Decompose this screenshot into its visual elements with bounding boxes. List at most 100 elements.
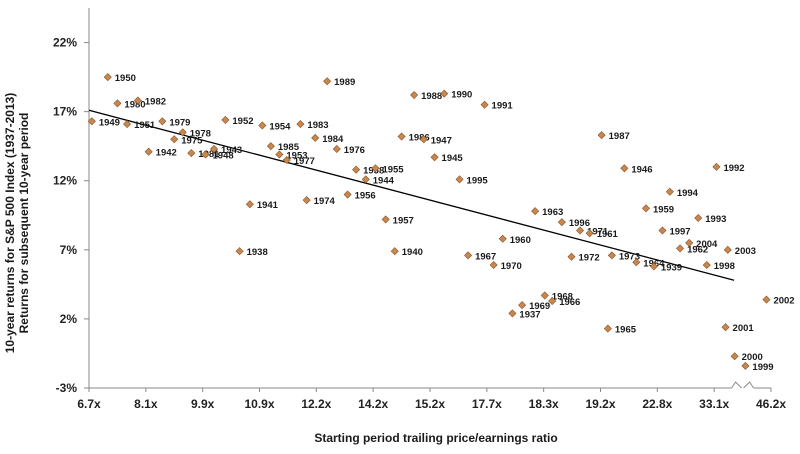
point-label-1992: 1992 [723, 163, 744, 174]
data-point-1969 [518, 301, 527, 310]
data-point-1938 [235, 247, 244, 256]
point-label-1968: 1968 [552, 291, 573, 302]
point-label-1943: 1943 [221, 145, 242, 156]
data-point-1990 [440, 89, 449, 98]
data-point-1949 [87, 117, 96, 126]
data-point-1970 [489, 260, 498, 270]
data-point-1958 [352, 165, 361, 174]
data-point-1952 [221, 115, 230, 124]
point-label-1975: 1975 [181, 135, 203, 146]
x-tick-label: 33.1x [699, 397, 729, 411]
point-label-1973: 1973 [619, 251, 640, 262]
point-label-1952: 1952 [232, 116, 253, 127]
point-label-1988: 1988 [421, 91, 442, 102]
point-label-1983: 1983 [307, 120, 328, 131]
data-point-1941 [245, 200, 254, 209]
data-point-1998 [702, 260, 711, 270]
point-label-1954: 1954 [269, 121, 291, 132]
point-label-1963: 1963 [542, 207, 563, 218]
data-point-1950 [103, 73, 112, 82]
point-label-1940: 1940 [402, 247, 423, 258]
data-point-1999 [741, 361, 750, 370]
data-point-1973 [607, 251, 616, 260]
point-label-1986: 1986 [409, 133, 430, 144]
x-tick-label: 9.9x [191, 397, 215, 411]
point-label-1993: 1993 [705, 214, 726, 225]
point-label-1995: 1995 [467, 175, 489, 186]
point-label-1951: 1951 [134, 120, 156, 131]
y-tick-label: 17% [53, 105, 77, 119]
point-label-1949: 1949 [99, 117, 120, 128]
data-point-1942 [144, 147, 153, 156]
point-label-1999: 1999 [752, 362, 773, 373]
point-label-1982: 1982 [145, 97, 166, 108]
data-point-1945 [430, 153, 439, 162]
data-point-1997 [658, 226, 667, 235]
x-tick-label: 6.7x [77, 397, 101, 411]
point-label-1972: 1972 [579, 253, 600, 264]
point-label-1958: 1958 [363, 166, 384, 177]
point-label-1989: 1989 [334, 77, 355, 88]
x-axis-ticks: 6.7x 8.1x 9.9x 10.9x 12.2x 14.2x 15.2x 17.7x 18.… [77, 388, 786, 411]
axis-break-mark [743, 381, 754, 389]
data-point-1957 [381, 215, 390, 224]
point-label-1979: 1979 [169, 117, 190, 128]
data-point-1978 [178, 128, 187, 137]
data-point-1991 [480, 100, 489, 109]
x-tick-label: 12.2x [301, 397, 331, 411]
point-label-1959: 1959 [653, 204, 674, 215]
point-label-1994: 1994 [677, 188, 699, 199]
point-label-1980: 1980 [124, 99, 145, 110]
point-label-1976: 1976 [344, 145, 365, 156]
data-point-1993 [694, 214, 703, 223]
data-point-1948 [201, 150, 210, 159]
point-label-1991: 1991 [492, 101, 514, 112]
point-label-1942: 1942 [156, 148, 177, 159]
point-label-1970: 1970 [501, 261, 522, 272]
x-tick-label: 10.9x [244, 397, 274, 411]
y-axis-title-line-1: 10-year returns for S&P 500 Index (1937-… [3, 93, 17, 354]
data-point-1986 [397, 132, 406, 141]
data-point-1946 [620, 164, 629, 173]
data-point-1992 [712, 162, 721, 171]
point-label-1971: 1971 [587, 226, 609, 237]
point-label-1956: 1956 [355, 191, 376, 202]
data-point-2004 [685, 238, 694, 247]
x-tick-label: 19.2x [585, 397, 615, 411]
point-label-1996: 1996 [569, 218, 590, 229]
point-label-1978: 1978 [190, 128, 211, 139]
data-point-1944 [361, 175, 370, 184]
point-label-1960: 1960 [510, 235, 531, 246]
data-point-1974 [302, 196, 311, 205]
point-label-1998: 1998 [714, 261, 735, 272]
x-tick-label: 22.8x [642, 397, 672, 411]
x-axis-line [89, 381, 771, 389]
data-point-2002 [762, 295, 771, 304]
x-tick-label: 14.2x [358, 397, 388, 411]
data-point-1987 [597, 131, 606, 140]
point-label-1950: 1950 [115, 73, 136, 84]
point-label-1984: 1984 [322, 134, 344, 145]
data-point-1963 [531, 207, 540, 216]
x-axis-title: Starting period trailing price/earnings … [314, 431, 557, 445]
data-point-1959 [641, 204, 650, 213]
data-point-1964 [632, 258, 641, 267]
data-point-1985 [266, 142, 275, 151]
data-point-1977 [282, 155, 291, 165]
point-label-1987: 1987 [609, 131, 630, 142]
point-label-2004: 2004 [696, 239, 718, 250]
data-point-1971 [576, 226, 585, 235]
point-label-1967: 1967 [475, 251, 496, 262]
point-label-1990: 1990 [451, 90, 472, 101]
data-point-1953 [275, 150, 284, 159]
point-label-1947: 1947 [431, 135, 452, 146]
data-point-2003 [723, 245, 732, 254]
data-point-1940 [390, 247, 399, 256]
data-point-1982 [133, 96, 142, 105]
y-tick-label: 2% [60, 312, 78, 326]
point-label-1955: 1955 [382, 164, 404, 175]
data-point-1962 [676, 244, 685, 253]
point-label-1965: 1965 [615, 325, 637, 336]
data-point-2000 [730, 352, 739, 361]
